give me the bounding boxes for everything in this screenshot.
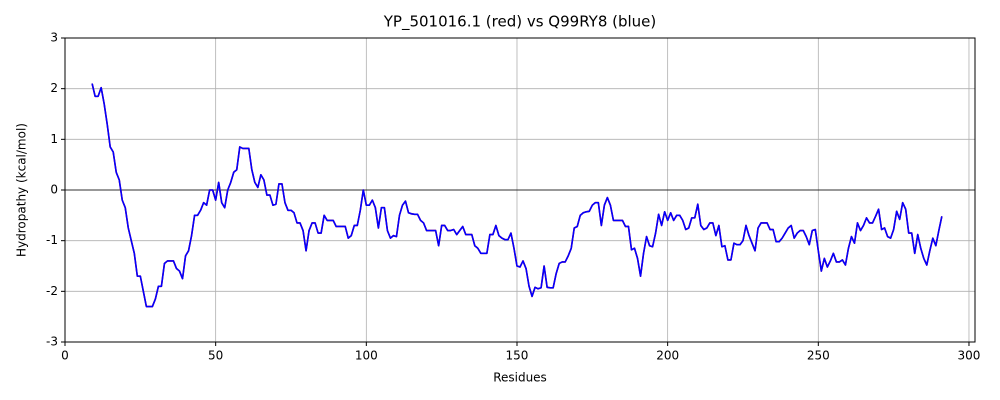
y-tick-label: -3 xyxy=(46,335,58,349)
y-axis-label: Hydropathy (kcal/mol) xyxy=(15,123,29,257)
x-tick-label: 0 xyxy=(61,349,69,363)
x-tick-label: 200 xyxy=(656,349,679,363)
plot-frame xyxy=(64,37,976,343)
chart-title: YP_501016.1 (red) vs Q99RY8 (blue) xyxy=(383,13,657,32)
x-tick-label: 100 xyxy=(355,349,378,363)
x-tick-label: 150 xyxy=(506,349,529,363)
data-line xyxy=(91,83,943,308)
x-tick-label: 50 xyxy=(208,349,223,363)
y-tick-label: 3 xyxy=(50,31,58,45)
y-tick-label: 0 xyxy=(50,183,58,197)
y-tick-label: 1 xyxy=(50,132,58,146)
y-tick-label: -1 xyxy=(46,233,58,247)
x-axis-label: Residues xyxy=(493,371,547,385)
x-tick-label: 250 xyxy=(807,349,830,363)
y-tick-label: 2 xyxy=(50,81,58,95)
x-tick-label: 300 xyxy=(958,349,981,363)
y-tick-label: -2 xyxy=(46,284,58,298)
